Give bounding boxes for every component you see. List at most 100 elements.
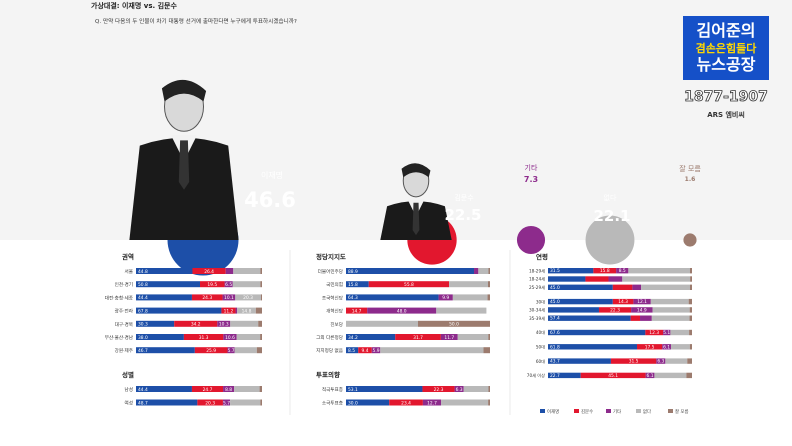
bar-segment [136,320,175,327]
bar-segment [234,347,257,354]
bar-segment [223,386,235,392]
bar-segment [222,399,231,406]
logo-line2: 겸손은힘들다 [696,41,758,55]
bar-segment [260,399,262,406]
panel-title: 연령 [536,252,548,261]
bar-segment [645,329,664,336]
bar-segment [260,281,262,288]
bar-label: 34.2 [348,335,358,341]
bar-segment [670,344,690,350]
bar-segment [346,334,396,340]
bar-label: 25.9 [206,348,216,354]
bar-label: 44.4 [138,295,148,301]
kim-photo [380,163,452,240]
row-label: 남성 [125,386,133,393]
bar-segment [548,307,599,313]
bar-label: 11.2 [224,308,234,314]
bar-segment [654,372,687,379]
bubble-other [516,225,546,255]
bar-label: 6.3 [657,359,664,365]
legend-label: 잘 모름 [675,408,689,415]
row-label: 70세 이상 [527,372,545,379]
bar-segment [478,268,489,274]
bar-segment [628,268,690,274]
headline-bubbles: 이재명 46.6 김문수 22.5 기타 7.3 없다 22.1 잘 모름 1.6 [129,79,701,276]
bar-segment [580,372,646,379]
bar-segment [225,268,234,274]
row-label: 18-29세 [529,267,545,274]
bar-label: 31.5 [550,268,560,274]
lower-panel [0,240,792,446]
value-other: 7.3 [524,175,538,184]
bar-label: 8.8 [225,387,232,393]
bar-label: 45.1 [608,373,618,379]
bar-label: 31.7 [413,335,423,341]
bar-label: 23.4 [401,400,411,406]
bar-label: 12.7 [427,400,437,406]
bar-segment [235,307,238,314]
row-label: 서울 [125,268,133,275]
bar-segment [630,315,641,321]
legend-label: 기타 [613,408,621,415]
kim-photo-tie [412,202,420,236]
bar-segment [136,347,195,354]
bar-segment [487,294,490,301]
bar-segment [346,307,368,314]
bar-segment [136,399,198,406]
legend-label: 김문수 [581,408,593,415]
bar-label: 22.3 [434,387,444,393]
headline: 가상대결: 이재명 vs. 김문수 [91,1,177,10]
question: Q. 만약 다음의 두 인물이 차기 대통령 선거에 출마한다면 누구에게 투표… [95,17,297,25]
bar-segment [136,268,193,274]
row-label: 60대 [536,358,545,365]
bar-segment [650,298,689,305]
lee-photo-hair [161,79,207,102]
bar-segment [136,307,222,314]
row-label: 광주·전라 [115,308,134,315]
bar-segment [422,386,455,392]
bar-label: 15.8 [600,268,610,274]
row-label: 소극투표층 [322,400,343,407]
bar-label: 30.3 [138,322,148,328]
bar-segment [548,284,613,290]
bar-segment [548,268,594,274]
bar-segment [233,268,261,274]
bar-label: 22.3 [610,307,620,313]
bar-segment [656,358,666,364]
bar-label: 31.5 [629,359,639,365]
bar-segment [548,344,637,350]
bar-segment [689,315,692,321]
ars-label: ARS 엠비씨 [707,110,745,119]
bar-segment [235,294,261,301]
bar-label: 44.4 [138,387,148,393]
bar-label: 31.3 [199,335,209,341]
bubble-dk [683,233,697,247]
row-label: 여성 [125,400,133,407]
bar-segment [183,334,224,340]
news-factory-logo: 김어준의 겸손은힘들다 뉴스공장 1877-1907 ARS 엠비씨 [683,16,769,119]
label-dk: 잘 모름 [679,165,701,173]
bar-segment [686,372,692,379]
bar-segment [136,294,192,301]
legend-swatch [636,409,641,413]
bar-segment [260,268,262,274]
bubble-none [585,215,635,265]
bar-segment [136,334,184,340]
bar-segment [174,320,218,327]
bar-segment [389,399,423,406]
row-label: 더불어민주당 [318,268,344,275]
bar-segment [358,347,372,354]
bar-label: 67.6 [550,330,560,336]
bar-segment [488,334,490,340]
bar-segment [662,344,671,350]
bar-label: 17.5 [645,344,655,350]
bar-segment [237,307,256,314]
bar-segment [371,347,381,354]
bar-segment [227,347,235,354]
bar-label: 55.8 [404,282,414,288]
row-label: 지지정당 없음 [316,347,343,354]
value-dk: 1.6 [685,176,696,183]
bar-label: 5.1 [663,330,670,336]
bar-segment [191,386,224,392]
